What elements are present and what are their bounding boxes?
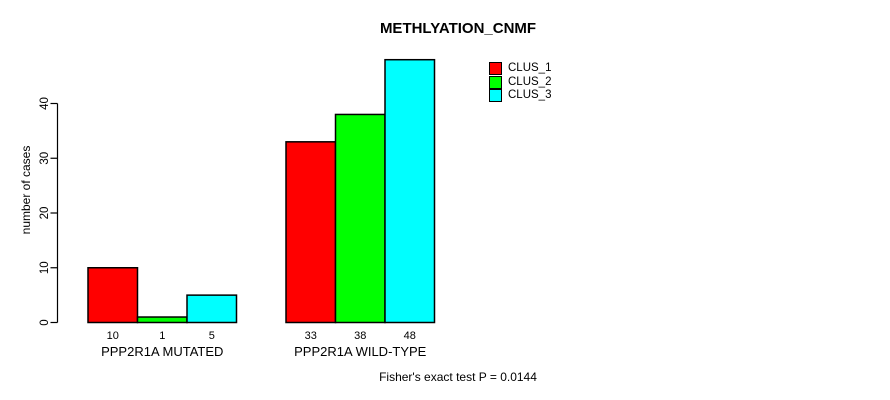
- legend-row-clus_1: CLUS_1: [489, 62, 551, 76]
- bar-clus_2-group2: [334, 113, 386, 324]
- bar-clus_1-group2: [285, 141, 337, 324]
- annotation-text: Fisher's exact test P = 0.0144: [379, 370, 537, 384]
- legend-row-clus_3: CLUS_3: [489, 89, 551, 103]
- bar-clus_2-group1: [136, 316, 188, 324]
- legend-label: CLUS_3: [508, 89, 552, 101]
- bar-value-label: 5: [209, 330, 215, 342]
- bar-clus_3-group2: [384, 58, 436, 324]
- legend-label: CLUS_2: [508, 75, 552, 88]
- y-tick-label: 40: [39, 97, 51, 110]
- bar-value-label: 38: [354, 330, 366, 342]
- bar-value-label: 10: [107, 330, 119, 342]
- bar-clus_1-group1: [87, 267, 139, 324]
- chart-title: METHLYATION_CNMF: [379, 20, 537, 37]
- category-label: PPP2R1A WILD-TYPE: [294, 344, 427, 359]
- category-label: PPP2R1A MUTATED: [101, 344, 223, 359]
- legend-row-clus_2: CLUS_2: [489, 76, 551, 90]
- y-tick-label: 20: [39, 207, 51, 220]
- y-tick-label: 30: [39, 152, 51, 165]
- bar-value-label: 48: [404, 330, 416, 342]
- legend-swatch-clus_1: [489, 62, 502, 76]
- bar-value-label: 1: [159, 330, 165, 342]
- legend-swatch-clus_3: [489, 89, 502, 103]
- y-tick-label: 10: [39, 261, 51, 274]
- legend-label: CLUS_1: [508, 62, 552, 74]
- bar-clus_3-group1: [186, 294, 238, 324]
- legend: CLUS_1 CLUS_2 CLUS_3: [489, 62, 551, 103]
- bar-value-label: 33: [305, 330, 317, 342]
- y-tick-label: 0: [39, 319, 51, 325]
- legend-swatch-clus_2: [489, 75, 502, 89]
